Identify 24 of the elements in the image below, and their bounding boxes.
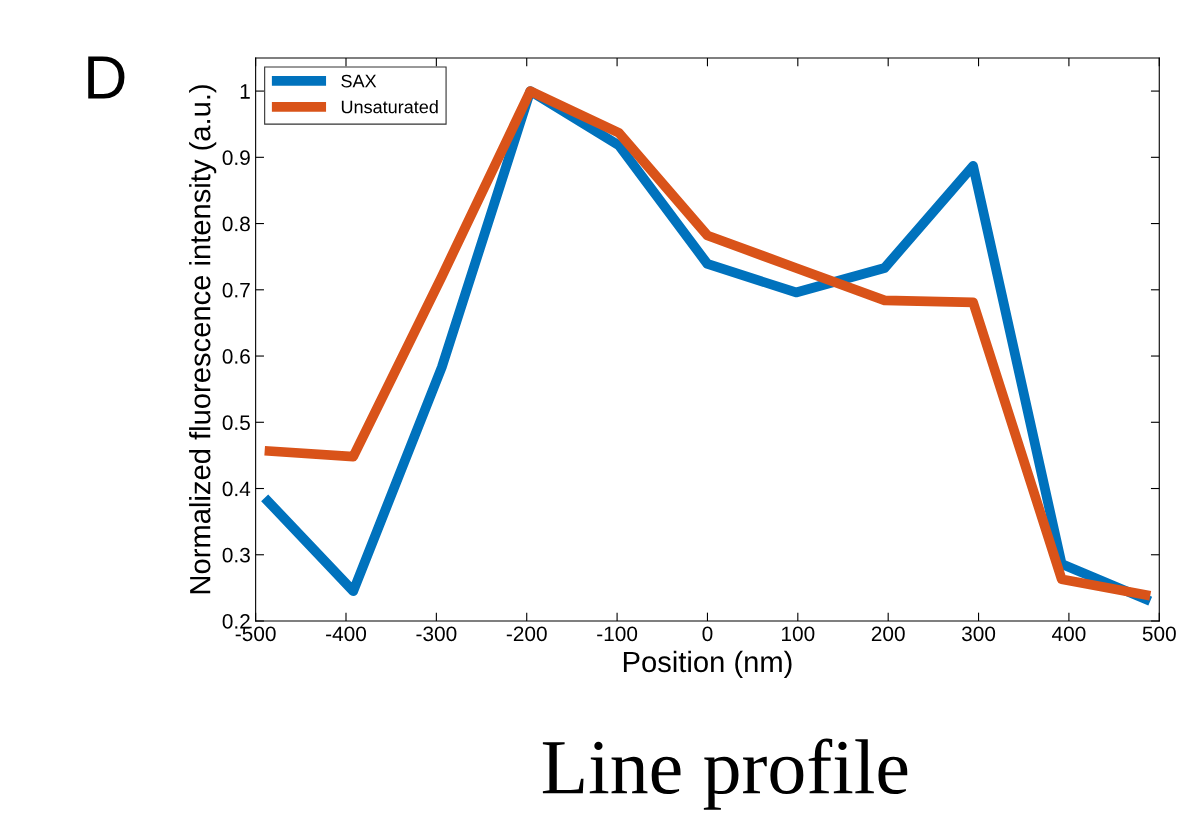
x-tick-label: -100 <box>597 626 638 642</box>
x-tick-label: 300 <box>961 626 996 642</box>
x-tick-label: 100 <box>782 626 815 642</box>
x-tick-label: 400 <box>1052 626 1086 642</box>
y-tick-label: 0.5 <box>222 415 250 431</box>
y-tick-label: 1 <box>240 84 250 99</box>
x-tick-label: 500 <box>1142 626 1176 642</box>
legend-label: Unsaturated <box>341 100 438 114</box>
x-axis-title: Position (nm) <box>623 650 792 679</box>
x-tick-label: 200 <box>871 626 905 642</box>
y-tick-label: 0.7 <box>222 282 250 298</box>
y-tick-label: 0.6 <box>222 349 250 364</box>
y-axis-title: Normalized fluorescence intensity (a.u.) <box>189 85 217 594</box>
y-tick-label: 0.9 <box>222 150 250 166</box>
x-tick-label: -300 <box>416 626 457 642</box>
legend-label: SAX <box>341 74 377 88</box>
text: D <box>88 56 125 99</box>
y-tick-label: 0.4 <box>222 481 251 497</box>
y-tick-label: 0.3 <box>222 547 250 563</box>
x-tick-label: -400 <box>326 626 367 642</box>
text: Line profile <box>542 738 908 810</box>
y-tick-label: 0.8 <box>222 216 250 232</box>
x-tick-label: -200 <box>506 626 547 642</box>
x-tick-label: 0 <box>702 626 713 642</box>
